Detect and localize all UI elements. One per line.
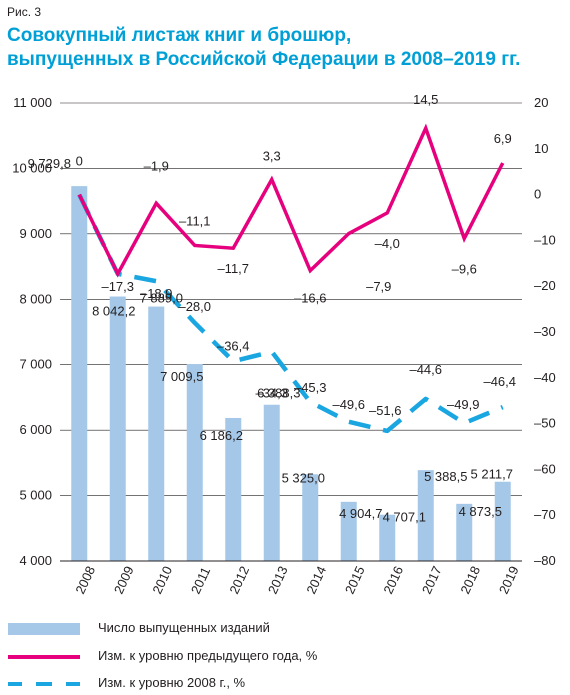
- left-tick-label: 11 000: [13, 95, 52, 110]
- x-tick-label: 2018: [457, 564, 483, 597]
- title-line-1: Совокупный листаж книг и брошюр,: [7, 25, 352, 46]
- bar: [340, 501, 357, 561]
- left-tick-label: 4 000: [19, 553, 52, 568]
- base-2008-value-label: –46,4: [483, 374, 516, 389]
- left-tick-label: 8 000: [19, 291, 52, 306]
- right-tick-label: –80: [534, 553, 556, 568]
- legend-swatch-dash-1: [8, 682, 22, 686]
- base-2008-value-label: –36,4: [217, 338, 250, 353]
- legend-item-prev-year: Изм. к уровню предыдущего года, %: [0, 646, 570, 668]
- right-tick-label: –60: [534, 461, 556, 476]
- right-tick-label: –10: [534, 232, 556, 247]
- chart-canvas: 4 000 5 000 6 000 7 000 8 000 9 000 10 000 11 0…: [12, 92, 556, 597]
- x-tick-label: 2013: [265, 564, 291, 597]
- prev-year-value-label: –16,6: [294, 291, 327, 306]
- legend-swatch-dash-2: [36, 682, 52, 686]
- right-tick-label: 0: [534, 187, 541, 202]
- bar-value-label: 4 707,1: [383, 510, 426, 525]
- bar: [379, 514, 396, 561]
- bar-value-label: 5 211,7: [471, 467, 513, 482]
- x-tick-label: 2011: [188, 565, 213, 597]
- left-tick-label: 7 000: [19, 357, 52, 372]
- left-tick-label: 9 000: [19, 226, 52, 241]
- base-2008-value-label: –28,0: [178, 299, 211, 314]
- legend-swatch-dash-3: [66, 682, 80, 686]
- legend-label-bars: Число выпущенных изданий: [98, 620, 270, 635]
- bar: [225, 417, 242, 561]
- base-2008-value-label: –18,9: [140, 286, 173, 301]
- bar-value-label: 7 889,0: [140, 291, 183, 306]
- bar: [148, 306, 165, 561]
- prev-year-value-label: 0: [76, 154, 83, 169]
- left-tick-label: 6 000: [19, 422, 52, 437]
- right-tick-label: –40: [534, 370, 556, 385]
- prev-year-value-label: 6,9: [494, 131, 512, 146]
- x-tick-label: 2017: [419, 564, 445, 597]
- prev-year-value-label: 3,3: [263, 148, 281, 163]
- bar-value-label: 4 904,7: [339, 506, 382, 521]
- legend-label-prev-year: Изм. к уровню предыдущего года, %: [98, 648, 318, 663]
- right-tick-label: –50: [534, 416, 556, 431]
- left-tick-label: 10 000: [12, 160, 52, 175]
- legend-swatch-prev-year: [8, 655, 80, 659]
- right-tick-label: –20: [534, 278, 556, 293]
- figure-label: Рис. 3: [7, 5, 42, 19]
- bar-value-label: 5 325,0: [282, 470, 325, 485]
- legend-swatch-bars: [8, 623, 80, 635]
- base-2008-value-label: –34,3: [255, 386, 288, 401]
- series-line-base-2008: [77, 193, 504, 434]
- prev-year-value-label: –9,6: [452, 262, 477, 277]
- bar: [109, 296, 126, 561]
- x-tick-label: 2015: [342, 564, 368, 597]
- base-2008-value-label: –51,6: [369, 403, 402, 418]
- prev-year-value-label: –11,7: [217, 261, 249, 276]
- base-2008-value-label: –45,3: [294, 380, 327, 395]
- x-tick-label: 2010: [149, 564, 175, 597]
- bar-value-label: 9 729,8: [28, 156, 71, 171]
- left-tick-label: 5 000: [19, 488, 52, 503]
- base-2008-value-label: –49,9: [447, 397, 480, 412]
- x-tick-label: 2016: [380, 564, 406, 597]
- x-tick-label: 2008: [72, 564, 98, 597]
- bar-value-label: 6 388,3: [257, 386, 300, 401]
- right-tick-label: 20: [534, 95, 548, 110]
- bar-value-label: 6 186,2: [200, 428, 243, 443]
- bar-value-label: 5 388,5: [424, 469, 467, 484]
- bar: [186, 364, 203, 561]
- base-2008-value-label: –44,6: [409, 362, 442, 377]
- legend-label-base-2008: Изм. к уровню 2008 г., %: [98, 675, 246, 690]
- bar-value-label: 4 873,5: [459, 504, 502, 519]
- bar: [456, 503, 473, 561]
- bar-value-label: 8 042,2: [92, 304, 135, 319]
- annotation-label: –7,9: [366, 279, 391, 294]
- x-tick-label: 2009: [111, 564, 137, 597]
- x-tick-label: 2019: [496, 564, 522, 597]
- bar: [494, 481, 511, 561]
- x-tick-label: 2014: [303, 564, 329, 597]
- legend-item-base-2008: Изм. к уровню 2008 г., %: [0, 673, 570, 695]
- bar: [417, 470, 434, 561]
- title-line-2: выпущенных в Российской Федерации в 2008…: [7, 49, 521, 70]
- bar: [302, 474, 319, 561]
- prev-year-value-label: –4,0: [375, 236, 400, 251]
- right-tick-label: 10: [534, 141, 548, 156]
- right-tick-label: –70: [534, 507, 556, 522]
- right-tick-label: –30: [534, 324, 556, 339]
- series-line-prev-year: [77, 123, 505, 278]
- prev-year-value-label: –17,3: [101, 279, 134, 294]
- prev-year-value-label: –1,9: [144, 158, 169, 173]
- bar-value-label: 7 009,5: [160, 369, 203, 384]
- base-2008-value-label: –49,6: [332, 397, 365, 412]
- bar: [263, 404, 280, 561]
- legend-item-bars: Число выпущенных изданий: [0, 618, 570, 640]
- x-tick-label: 2012: [226, 564, 252, 597]
- bar: [71, 186, 88, 562]
- prev-year-value-label: 14,5: [413, 92, 438, 107]
- prev-year-value-label: –11,1: [179, 213, 211, 228]
- chart-title: Совокупный листаж книг и брошюр, выпущен…: [7, 24, 567, 72]
